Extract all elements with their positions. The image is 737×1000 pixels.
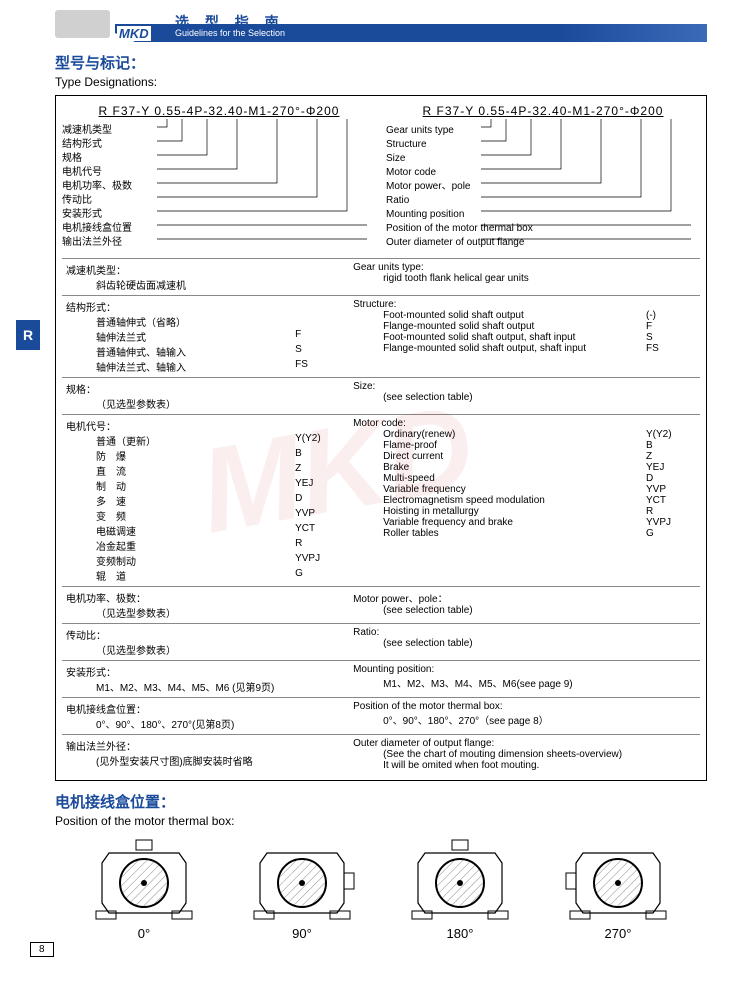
designation-label: 规格 <box>62 152 132 166</box>
section2-title-en: Position of the motor thermal box: <box>55 814 707 828</box>
motor-diagram: 180° <box>400 838 520 941</box>
page-header: MKD 选 型 指 南 Guidelines for the Selection <box>55 10 707 42</box>
header-title-en: Guidelines for the Selection <box>175 28 285 38</box>
section-title-cn: 型号与标记： <box>55 52 707 73</box>
brand-label: MKD <box>117 26 151 41</box>
angle-label: 270° <box>558 926 678 941</box>
desc-cell-cn: 电机接线盒位置：0°、90°、180°、270°(见第8页) <box>62 698 349 735</box>
desc-cell-cn: 规格：（见选型参数表） <box>62 378 349 415</box>
description-table: 减速机类型：斜齿轮硬齿面减速机Gear units type:rigid too… <box>62 258 700 774</box>
motor-diagram: 90° <box>242 838 362 941</box>
angle-label: 90° <box>242 926 362 941</box>
motor-diagram: 270° <box>558 838 678 941</box>
desc-cell-cn: 传动比：（见选型参数表） <box>62 624 349 661</box>
designation-label: 电机接线盒位置 <box>62 222 132 236</box>
motor-position-diagrams: 0° 90° 180° 270° <box>55 838 707 941</box>
section2-title-cn: 电机接线盒位置： <box>55 791 707 812</box>
bracket-diagram-en <box>481 119 691 254</box>
designation-label: 安装形式 <box>62 208 132 222</box>
desc-cell-cn: 减速机类型：斜齿轮硬齿面减速机 <box>62 259 349 296</box>
side-tab: R <box>16 320 40 350</box>
designation-label: 输出法兰外径 <box>62 236 132 250</box>
designation-label: 结构形式 <box>62 138 132 152</box>
desc-cell-en: Position of the motor thermal box:0°、90°… <box>349 698 700 735</box>
desc-cell-en: Mounting position:M1、M2、M3、M4、M5、M6(see … <box>349 661 700 698</box>
designation-box: R F37-Y 0.55-4P-32.40-M1-270°-Φ200 减速机类型… <box>55 95 707 781</box>
desc-cell-en: Motor code:Ordinary(renew)Y(Y2)Flame-pro… <box>349 415 700 587</box>
desc-cell-en: Structure:Foot-mounted solid shaft outpu… <box>349 296 700 378</box>
designation-cn: R F37-Y 0.55-4P-32.40-M1-270°-Φ200 减速机类型… <box>62 104 376 254</box>
designation-label: 电机代号 <box>62 166 132 180</box>
desc-cell-en: Motor power、pole：(see selection table) <box>349 587 700 624</box>
desc-cell-cn: 结构形式：普通轴伸式（省略）轴伸法兰式F普通轴伸式、轴输入S轴伸法兰式、轴输入F… <box>62 296 349 378</box>
angle-label: 180° <box>400 926 520 941</box>
section-title-en: Type Designations: <box>55 75 707 89</box>
desc-cell-en: Gear units type:rigid tooth flank helica… <box>349 259 700 296</box>
page-number: 8 <box>30 942 54 957</box>
angle-label: 0° <box>84 926 204 941</box>
desc-cell-en: Outer diameter of output flange:(See the… <box>349 735 700 775</box>
desc-cell-en: Size:(see selection table) <box>349 378 700 415</box>
designation-en: R F37-Y 0.55-4P-32.40-M1-270°-Φ200 Gear … <box>386 104 700 254</box>
desc-cell-cn: 安装形式：M1、M2、M3、M4、M5、M6 (见第9页) <box>62 661 349 698</box>
motor-diagram: 0° <box>84 838 204 941</box>
desc-cell-cn: 电机功率、极数：（见选型参数表） <box>62 587 349 624</box>
designation-label: 电机功率、极数 <box>62 180 132 194</box>
desc-cell-cn: 电机代号：普通（更新）Y(Y2)防 爆B直 流Z制 动YEJ多 速D变 频YVP… <box>62 415 349 587</box>
bracket-diagram-cn <box>157 119 367 254</box>
gearbox-icon <box>55 10 110 38</box>
desc-cell-cn: 输出法兰外径：(见外型安装尺寸图)底脚安装时省略 <box>62 735 349 775</box>
designation-label: 传动比 <box>62 194 132 208</box>
code-string-en: R F37-Y 0.55-4P-32.40-M1-270°-Φ200 <box>386 104 700 118</box>
desc-cell-en: Ratio:(see selection table) <box>349 624 700 661</box>
code-string-cn: R F37-Y 0.55-4P-32.40-M1-270°-Φ200 <box>62 104 376 118</box>
designation-label: 减速机类型 <box>62 124 132 138</box>
